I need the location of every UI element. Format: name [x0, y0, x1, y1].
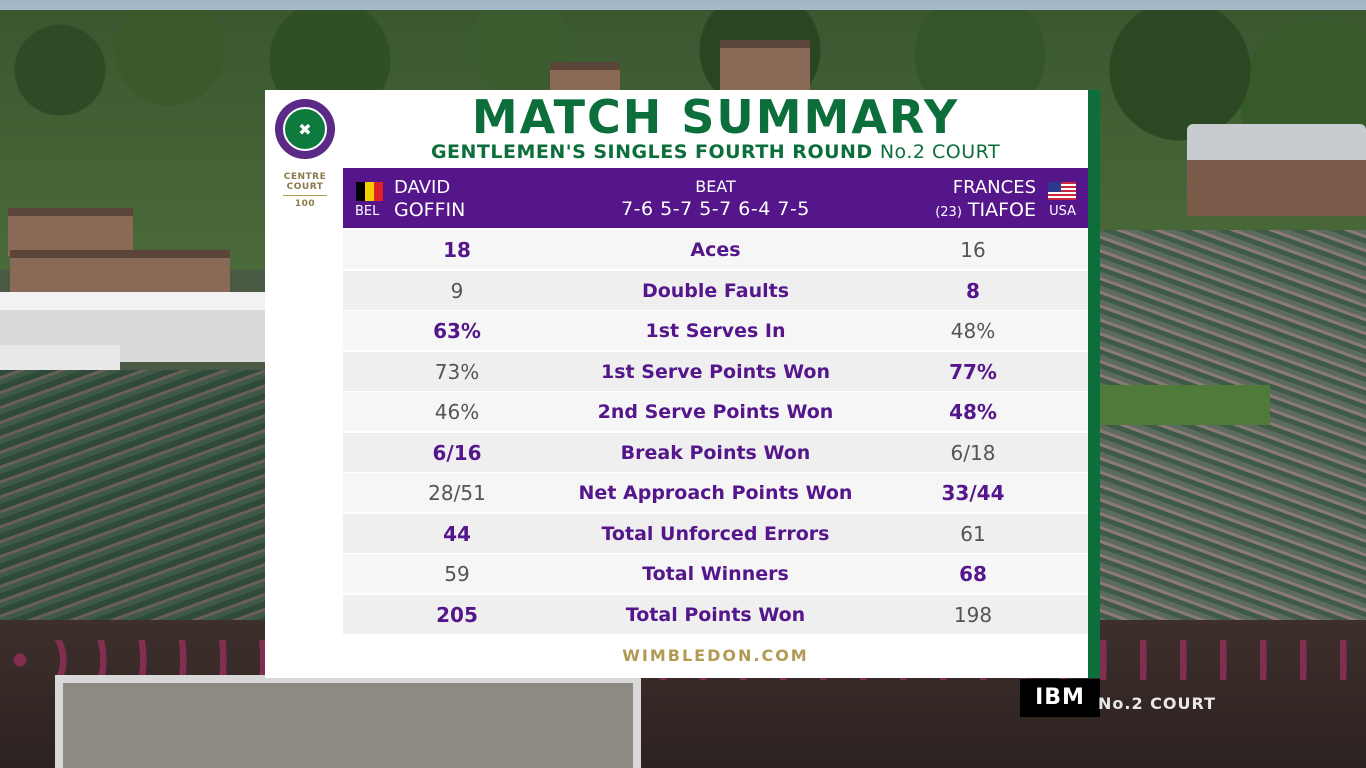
court-sign: No.2 COURT — [1098, 694, 1217, 713]
stat-row: 63% 1st Serves In 48% — [343, 311, 1088, 350]
match-subtitle: GENTLEMEN'S SINGLES FOURTH ROUND No.2 CO… — [343, 141, 1088, 163]
centre-court-line2: COURT — [286, 182, 324, 192]
stat-label: Net Approach Points Won — [578, 482, 853, 504]
stat-label: Total Winners — [642, 563, 789, 585]
stat-row: 59 Total Winners 68 — [343, 554, 1088, 593]
players-header: BEL DAVID GOFFIN BEAT 7-6 5-7 5-7 6-4 7-… — [343, 168, 1088, 228]
stat-row: 18 Aces 16 — [343, 230, 1088, 269]
player2-seed: (23) — [935, 205, 962, 220]
player2-first-name: FRANCES — [952, 177, 1036, 198]
centre-court-100-logo: CENTRE COURT 100 — [275, 172, 335, 209]
wimbledon-logo: ✖ — [275, 99, 335, 159]
result-verb: BEAT — [695, 177, 736, 196]
stat-row: 9 Double Faults 8 — [343, 270, 1088, 310]
stats-table: 18 Aces 16 9 Double Faults 8 63% 1st Serves In 4… — [343, 230, 1088, 635]
crossed-rackets-icon: ✖ — [283, 107, 327, 151]
player2-country: USA — [1049, 204, 1076, 219]
ibm-logo: IBM — [1020, 679, 1100, 717]
player1-stat-value: 9 — [450, 278, 464, 303]
belgium-flag-icon — [356, 182, 383, 201]
accent-bar — [1088, 90, 1100, 678]
court-name: No.2 COURT — [879, 141, 1001, 163]
stat-row: 44 Total Unforced Errors 61 — [343, 513, 1088, 553]
player1-country: BEL — [355, 204, 380, 219]
player2-last-name: (23) TIAFOE — [935, 199, 1036, 221]
stat-label: 1st Serves In — [645, 320, 786, 342]
stat-label: Total Points Won — [625, 603, 806, 626]
player1-stat-value: 73% — [434, 359, 480, 384]
stat-label: 2nd Serve Points Won — [597, 401, 834, 423]
player2-stat-value: 6/18 — [950, 440, 996, 465]
usa-flag-icon — [1048, 182, 1076, 200]
player2-stat-value: 16 — [960, 238, 986, 262]
stat-label: 1st Serve Points Won — [601, 360, 830, 383]
player2-stat-value: 68 — [959, 562, 987, 586]
player2-stat-value: 77% — [949, 359, 997, 384]
player1-stat-value: 63% — [433, 319, 481, 343]
player1-stat-value: 205 — [436, 602, 478, 627]
roof — [55, 675, 641, 768]
stat-row: 205 Total Points Won 198 — [343, 594, 1088, 634]
player2-stat-value: 61 — [960, 521, 986, 546]
house — [720, 40, 810, 96]
stat-row: 28/51 Net Approach Points Won 33/44 — [343, 473, 1088, 512]
building — [1187, 124, 1366, 216]
divider — [283, 195, 327, 196]
stat-row: 73% 1st Serve Points Won 77% — [343, 351, 1088, 391]
house — [8, 208, 133, 256]
grass-court — [1100, 385, 1270, 425]
website-footer: WIMBLEDON.COM — [622, 646, 809, 665]
player1-stat-value: 28/51 — [428, 481, 486, 505]
player1-stat-value: 6/16 — [432, 440, 482, 465]
stat-row: 46% 2nd Serve Points Won 48% — [343, 392, 1088, 431]
player1-stat-value: 59 — [444, 562, 470, 586]
player2-stat-value: 8 — [966, 278, 980, 303]
centre-court-line1: CENTRE — [283, 172, 327, 182]
player1-stat-value: 18 — [443, 238, 471, 262]
crowd-stand — [0, 370, 265, 640]
stat-label: Aces — [690, 239, 741, 261]
player2-stat-value: 198 — [953, 602, 993, 627]
player1-first-name: DAVID — [394, 177, 451, 198]
player1-last-name: GOFFIN — [394, 199, 466, 221]
match-score: 7-6 5-7 5-7 6-4 7-5 — [621, 198, 810, 220]
centre-court-line3: 100 — [294, 199, 316, 209]
stat-label: Total Unforced Errors — [601, 522, 830, 545]
branding-strip — [265, 90, 343, 678]
stat-label: Break Points Won — [620, 441, 811, 464]
stat-row: 6/16 Break Points Won 6/18 — [343, 432, 1088, 472]
player2-last-name-text: TIAFOE — [967, 199, 1036, 221]
player2-stat-value: 48% — [949, 400, 997, 424]
player1-stat-value: 46% — [434, 400, 480, 424]
page-title: MATCH SUMMARY — [471, 90, 960, 144]
player2-stat-value: 33/44 — [941, 481, 1005, 505]
player1-stat-value: 44 — [443, 521, 471, 546]
stat-label: Double Faults — [641, 279, 790, 302]
event-name: GENTLEMEN'S SINGLES FOURTH ROUND — [430, 141, 873, 163]
player2-stat-value: 48% — [950, 319, 996, 343]
